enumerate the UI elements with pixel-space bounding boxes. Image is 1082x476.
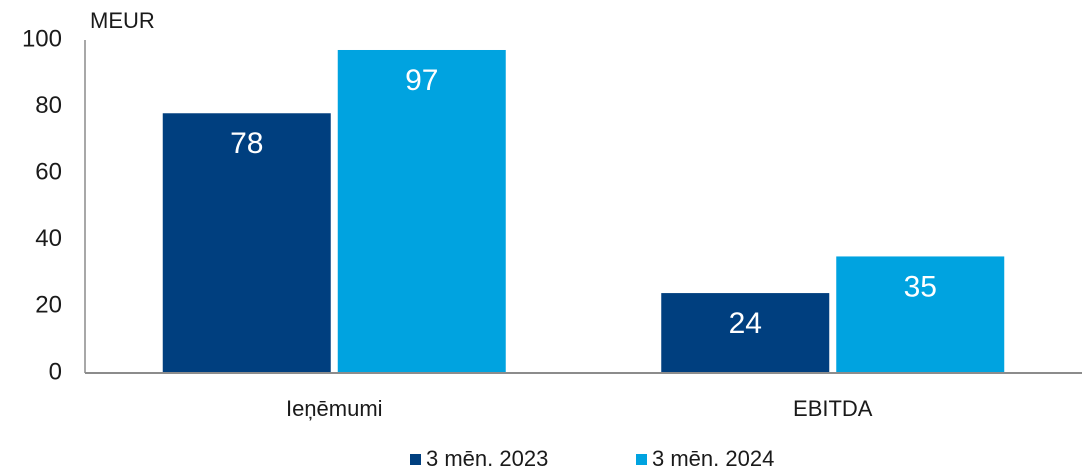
legend-swatch	[410, 454, 421, 465]
y-tick-label: 20	[35, 292, 62, 319]
bar	[836, 256, 1005, 373]
bar	[337, 49, 506, 374]
legend-label: 3 mēn. 2024	[652, 446, 774, 471]
value-label: 35	[904, 270, 937, 303]
value-label: 78	[230, 127, 263, 160]
bar	[661, 293, 830, 373]
bar	[162, 113, 331, 373]
y-tick-label: 100	[22, 25, 62, 52]
y-tick-label: 60	[35, 159, 62, 186]
y-tick-label: 0	[49, 358, 62, 385]
x-tick-label: EBITDA	[793, 396, 873, 421]
value-label: 24	[729, 307, 762, 340]
y-tick-label: 40	[35, 225, 62, 252]
y-axis-label: MEUR	[90, 8, 155, 33]
value-label: 97	[405, 64, 438, 97]
legend-label: 3 mēn. 2023	[426, 446, 548, 471]
legend-swatch	[636, 454, 647, 465]
x-tick-label: Ieņēmumi	[286, 396, 383, 421]
y-tick-label: 80	[35, 92, 62, 119]
